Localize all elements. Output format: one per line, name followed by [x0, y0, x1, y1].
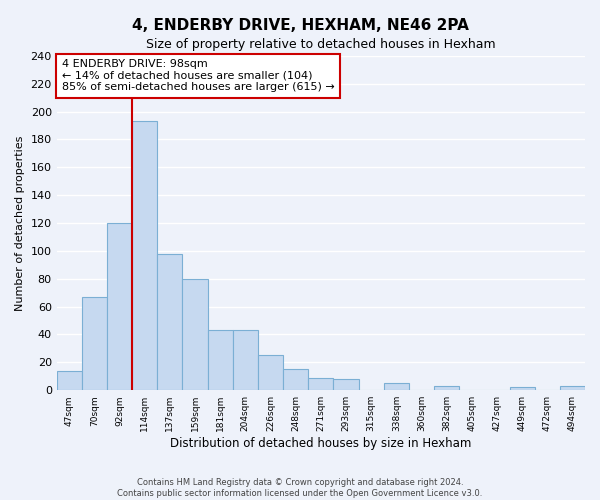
Bar [56, 370, 82, 390]
Bar [283, 370, 308, 390]
Bar [208, 330, 233, 390]
Text: Contains HM Land Registry data © Crown copyright and database right 2024.
Contai: Contains HM Land Registry data © Crown c… [118, 478, 482, 498]
Bar [258, 356, 283, 390]
X-axis label: Distribution of detached houses by size in Hexham: Distribution of detached houses by size … [170, 437, 472, 450]
Bar [334, 379, 359, 390]
Bar [82, 297, 107, 390]
Bar [182, 279, 208, 390]
Title: Size of property relative to detached houses in Hexham: Size of property relative to detached ho… [146, 38, 496, 51]
Bar [434, 386, 459, 390]
Bar [233, 330, 258, 390]
Text: 4, ENDERBY DRIVE, HEXHAM, NE46 2PA: 4, ENDERBY DRIVE, HEXHAM, NE46 2PA [131, 18, 469, 32]
Y-axis label: Number of detached properties: Number of detached properties [15, 136, 25, 310]
Bar [384, 383, 409, 390]
Text: 4 ENDERBY DRIVE: 98sqm
← 14% of detached houses are smaller (104)
85% of semi-de: 4 ENDERBY DRIVE: 98sqm ← 14% of detached… [62, 59, 335, 92]
Bar [157, 254, 182, 390]
Bar [308, 378, 334, 390]
Bar [509, 388, 535, 390]
Bar [560, 386, 585, 390]
Bar [132, 122, 157, 390]
Bar [107, 223, 132, 390]
